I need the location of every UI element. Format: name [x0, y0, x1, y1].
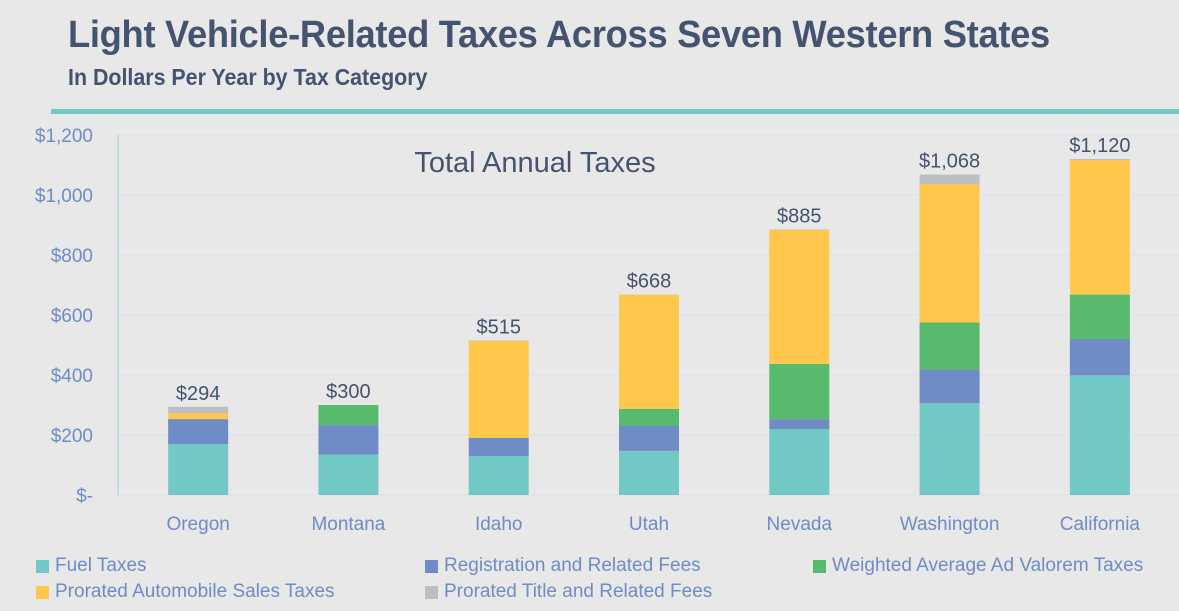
y-axis: $- $200 $400 $600 $800 $1,000 $1,200 — [35, 126, 119, 507]
legend-item: Fuel Taxes — [36, 555, 147, 577]
x-tick-label: Washington — [900, 514, 1000, 535]
legend-item: Prorated Title and Related Fees — [425, 581, 712, 603]
bar-segment-fuel — [769, 429, 830, 495]
bar-segment-title-fees — [919, 174, 980, 185]
bar-stack-nevada — [769, 229, 830, 495]
y-tick-label: $600 — [51, 306, 93, 327]
bar-segment-registration — [769, 419, 830, 429]
legend-swatch — [425, 585, 438, 599]
total-label: $294 — [176, 383, 221, 405]
bar-segment-title-fees — [1069, 159, 1130, 161]
x-tick-label: Idaho — [475, 514, 523, 535]
legend-swatch — [36, 585, 49, 599]
total-label: $1,120 — [1069, 135, 1130, 157]
y-tick-label: $1,000 — [35, 186, 93, 207]
bar-segment-fuel — [318, 454, 379, 495]
y-tick-label: $1,200 — [35, 126, 93, 147]
total-label: $300 — [326, 381, 371, 403]
total-label: $1,068 — [919, 151, 980, 173]
bar-segment-fuel — [919, 403, 980, 495]
bar-segment-title-fees — [468, 340, 529, 342]
bar-segment-sales — [769, 230, 830, 364]
chart-subtitle: In Dollars Per Year by Tax Category — [68, 64, 428, 90]
x-tick-label: Oregon — [166, 514, 229, 535]
bars — [168, 159, 1130, 495]
y-tick-label: $- — [76, 486, 93, 507]
bar-segment-sales — [468, 341, 529, 438]
x-axis: Oregon Montana Idaho Utah Nevada Washington Ca… — [166, 514, 1140, 535]
legend-item: Registration and Related Fees — [425, 555, 701, 577]
x-tick-label: Utah — [629, 514, 669, 535]
bar-segment-registration — [468, 438, 529, 456]
bar-segment-registration — [619, 426, 679, 451]
y-tick-label: $200 — [51, 426, 93, 447]
bar-segment-ad-valorem — [318, 405, 379, 426]
bar-segment-registration — [168, 419, 229, 444]
bar-segment-fuel — [619, 450, 679, 495]
bar-segment-title-fees — [769, 229, 830, 231]
title-divider — [51, 109, 1179, 114]
legend-swatch — [36, 559, 49, 573]
bar-stack-idaho — [468, 340, 529, 495]
legend-label: Fuel Taxes — [55, 555, 147, 576]
bar-segment-fuel — [1069, 375, 1130, 495]
bar-segment-registration — [318, 425, 379, 455]
chart-annotation: Total Annual Taxes — [414, 147, 655, 179]
x-tick-label: Montana — [311, 514, 385, 535]
legend-swatch — [425, 559, 438, 573]
bar-segment-ad-valorem — [769, 363, 830, 420]
total-label: $885 — [777, 206, 822, 228]
bar-segment-title-fees — [168, 406, 229, 414]
legend-item: Prorated Automobile Sales Taxes — [36, 581, 335, 603]
bar-segment-fuel — [168, 444, 229, 495]
bar-segment-sales — [168, 413, 229, 420]
total-label: $515 — [476, 317, 521, 339]
legend-label: Weighted Average Ad Valorem Taxes — [832, 555, 1144, 576]
legend: Fuel Taxes Registration and Related Fees W… — [36, 555, 1179, 605]
bar-stack-oregon — [168, 406, 229, 495]
bar-segment-ad-valorem — [919, 322, 980, 370]
total-labels: $294 $300 $515 $668 $885 $1,068 $1,120 — [176, 135, 1131, 405]
legend-label: Prorated Automobile Sales Taxes — [55, 581, 335, 602]
bar-stack-montana — [318, 405, 379, 495]
bar-segment-sales — [919, 184, 980, 323]
total-label: $668 — [627, 271, 672, 293]
bar-segment-registration — [1069, 339, 1130, 376]
legend-item: Weighted Average Ad Valorem Taxes — [813, 555, 1143, 577]
legend-label: Registration and Related Fees — [444, 555, 701, 576]
x-tick-label: Nevada — [767, 514, 833, 535]
bar-segment-fuel — [468, 456, 529, 495]
bar-segment-sales — [619, 294, 679, 409]
bar-segment-registration — [919, 369, 980, 404]
bar-stack-utah — [619, 294, 679, 495]
bar-stack-washington — [919, 174, 980, 495]
bar-segment-ad-valorem — [619, 408, 679, 426]
bar-segment-ad-valorem — [1069, 294, 1130, 339]
legend-swatch — [813, 559, 826, 573]
y-tick-label: $400 — [51, 366, 93, 387]
legend-label: Prorated Title and Related Fees — [444, 581, 713, 602]
y-tick-label: $800 — [51, 246, 93, 267]
bar-stack-california — [1069, 159, 1130, 495]
chart-title: Light Vehicle-Related Taxes Across Seven… — [68, 14, 1050, 56]
bar-segment-sales — [1069, 160, 1130, 295]
x-tick-label: California — [1060, 514, 1141, 535]
